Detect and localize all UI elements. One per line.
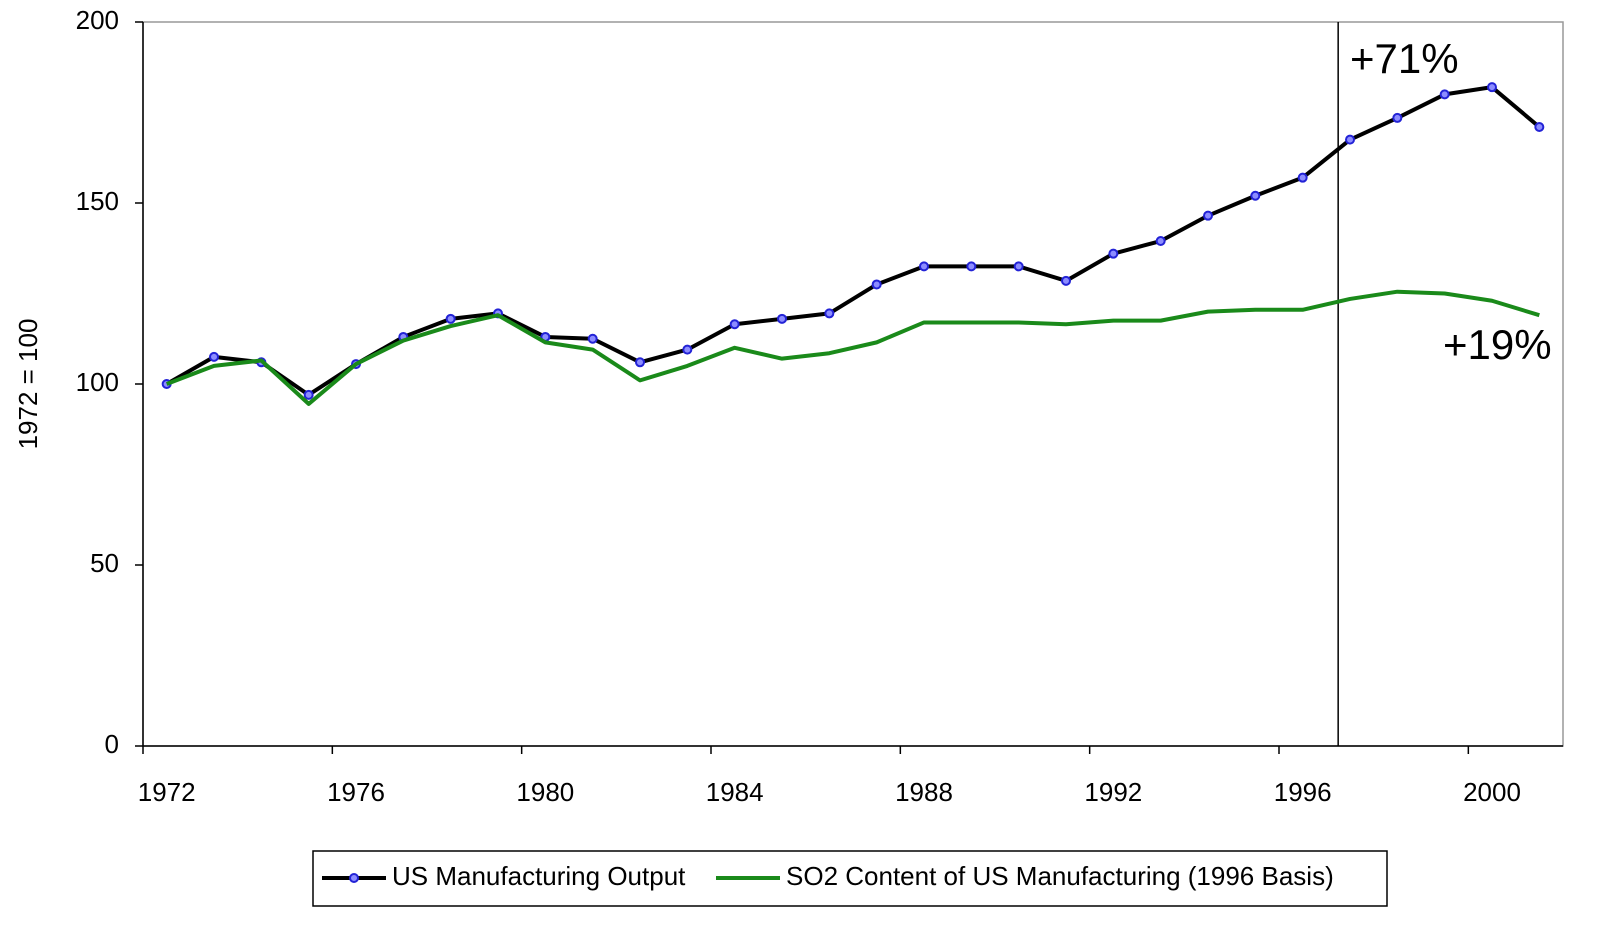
point-marker [1061,275,1071,286]
point-marker [1013,261,1024,272]
legend-label: US Manufacturing Output [392,861,686,891]
point-marker [824,308,835,319]
y-tick-label: 200 [76,5,119,35]
point-marker [1345,134,1355,145]
point-marker [1439,89,1450,100]
point-marker [729,319,740,330]
legend-marker [349,873,359,883]
x-tick-label: 1980 [516,777,574,807]
point-marker [209,351,219,362]
x-tick-label: 1972 [138,777,196,807]
point-marker [1155,236,1166,247]
y-tick-label: 100 [76,367,119,397]
point-marker [966,261,977,272]
point-marker [635,357,645,368]
point-marker [1250,190,1261,201]
y-tick-label: 150 [76,186,119,216]
series-line [165,289,1540,406]
point-marker [919,261,929,272]
y-tick-label: 50 [90,548,119,578]
y-axis-label: 1972 = 100 [13,319,43,450]
legend-label: SO2 Content of US Manufacturing (1996 Ba… [786,861,1334,891]
annotation: +71% [1350,35,1459,82]
point-marker [1487,82,1497,93]
x-tick-label: 2000 [1463,777,1521,807]
point-marker [1203,210,1213,221]
point-marker [1108,248,1119,259]
annotation: +19% [1443,321,1552,368]
point-marker [445,313,456,324]
series-line [165,85,1541,397]
point-marker [777,313,787,324]
plot-border [142,21,1564,747]
point-marker [1534,121,1545,132]
x-tick-label: 1984 [706,777,764,807]
point-marker [587,333,598,344]
point-marker [1297,172,1308,183]
legend-box [312,850,1388,907]
x-tick-label: 1992 [1084,777,1142,807]
point-marker [871,279,882,290]
point-marker [682,344,693,355]
x-tick-label: 1988 [895,777,953,807]
x-tick-label: 1976 [327,777,385,807]
x-tick-label: 1996 [1274,777,1332,807]
y-tick-label: 0 [105,729,119,759]
point-marker [1392,112,1403,123]
point-marker [303,389,314,400]
